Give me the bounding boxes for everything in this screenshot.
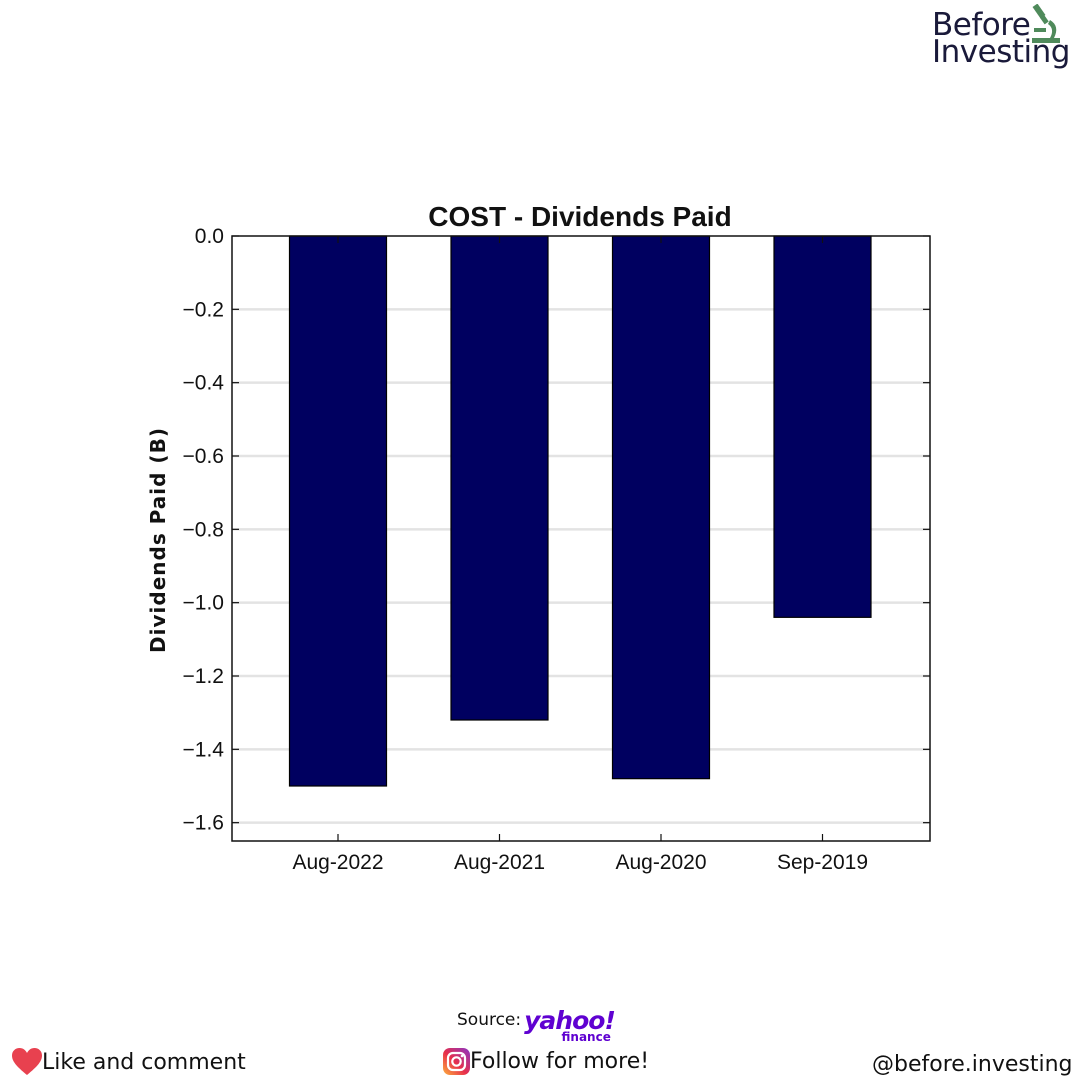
microscope-icon xyxy=(1032,4,1060,43)
bar xyxy=(773,235,872,618)
x-tick-label: Aug-2022 xyxy=(292,851,383,874)
plot-frame xyxy=(231,235,931,842)
y-tick-label: 0.0 xyxy=(195,225,224,248)
y-tick-label: −0.8 xyxy=(183,518,224,541)
x-tick-label: Sep-2019 xyxy=(777,851,868,874)
bar xyxy=(611,235,711,780)
y-tick-label: −0.4 xyxy=(183,372,225,395)
y-tick-label: −1.6 xyxy=(183,812,224,835)
brand-logo: Before Investing xyxy=(930,4,1070,74)
yahoo-sub: finance xyxy=(561,1030,611,1044)
follow-text: Follow for more! xyxy=(470,1049,650,1074)
x-axis: Aug-2022 Aug-2021 Aug-2020 Sep-2019 xyxy=(292,236,868,874)
source-label: Source: xyxy=(457,1010,522,1030)
y-axis: 0.0 −0.2 −0.4 −0.6 −0.8 −1.0 −1.2 −1.4 −1.6 xyxy=(183,225,930,835)
x-tick-label: Aug-2021 xyxy=(454,851,545,874)
x-tick-label: Aug-2020 xyxy=(615,851,706,874)
source-credit: Source: yahoo! finance xyxy=(457,1006,616,1045)
heart-icon xyxy=(12,1048,42,1075)
bar xyxy=(288,235,388,787)
brand-line1: Before xyxy=(932,7,1031,43)
instagram-icon xyxy=(443,1048,470,1075)
like-text: Like and comment xyxy=(42,1049,246,1075)
account-handle: @before.investing xyxy=(872,1052,1073,1077)
chart-title: COST - Dividends Paid xyxy=(428,201,731,232)
bar xyxy=(450,235,549,721)
y-tick-label: −1.4 xyxy=(183,738,225,761)
yahoo-word: yahoo! xyxy=(524,1006,616,1035)
y-tick-label: −0.6 xyxy=(183,445,224,468)
like-and-comment: Like and comment xyxy=(12,1048,246,1076)
follow-for-more: Follow for more! xyxy=(443,1048,649,1075)
y-tick-label: −1.0 xyxy=(183,592,224,615)
y-tick-label: −0.2 xyxy=(183,298,224,321)
dividends-chart: COST - Dividends Paid 0.0 −0.2 −0.4 −0.6 −0.… xyxy=(146,201,931,874)
y-axis-label: Dividends Paid (B) xyxy=(146,427,170,653)
y-tick-label: −1.2 xyxy=(183,665,224,688)
yahoo-finance-logo: yahoo! finance xyxy=(524,1006,616,1045)
bars xyxy=(288,235,872,787)
